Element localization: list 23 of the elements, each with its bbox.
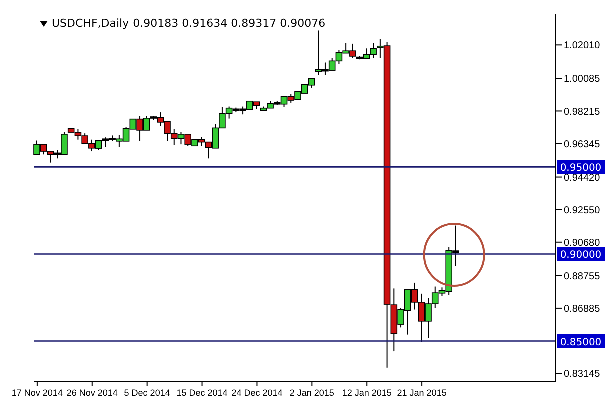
x-tick-label: 21 Jan 2015 [397, 388, 447, 398]
x-tick-label: 17 Nov 2014 [12, 388, 63, 398]
x-tick-label: 24 Dec 2014 [232, 388, 283, 398]
x-tick-label: 26 Nov 2014 [66, 388, 118, 398]
ref-line-label: 0.85000 [560, 337, 602, 348]
chart-title: USDCHF,Daily [52, 17, 130, 30]
y-tick-label: 0.86885 [564, 304, 601, 315]
y-tick-label: 0.94420 [564, 172, 601, 184]
ref-line-label: 0.90000 [560, 250, 602, 262]
ref-line-label: 0.95000 [560, 163, 602, 174]
y-tick-label: 0.98215 [564, 106, 601, 118]
y-tick-label: 0.96345 [564, 139, 601, 150]
x-tick-label: 15 Dec 2014 [176, 388, 228, 398]
y-tick-label: 0.92550 [564, 205, 601, 216]
y-tick-label: 1.00085 [564, 74, 601, 86]
x-tick-label: 12 Jan 2015 [342, 388, 392, 398]
x-tick-label: 5 Dec 2014 [124, 388, 170, 398]
y-tick-label: 0.90680 [564, 238, 601, 249]
y-tick-label: 0.88755 [564, 271, 601, 282]
y-tick-label: 1.02010 [564, 40, 601, 52]
y-tick-label: 0.83145 [564, 369, 601, 380]
chart-subtitle: 0.90183 0.91634 0.89317 0.90076 [133, 17, 326, 30]
x-tick-label: 2 Jan 2015 [290, 388, 334, 398]
